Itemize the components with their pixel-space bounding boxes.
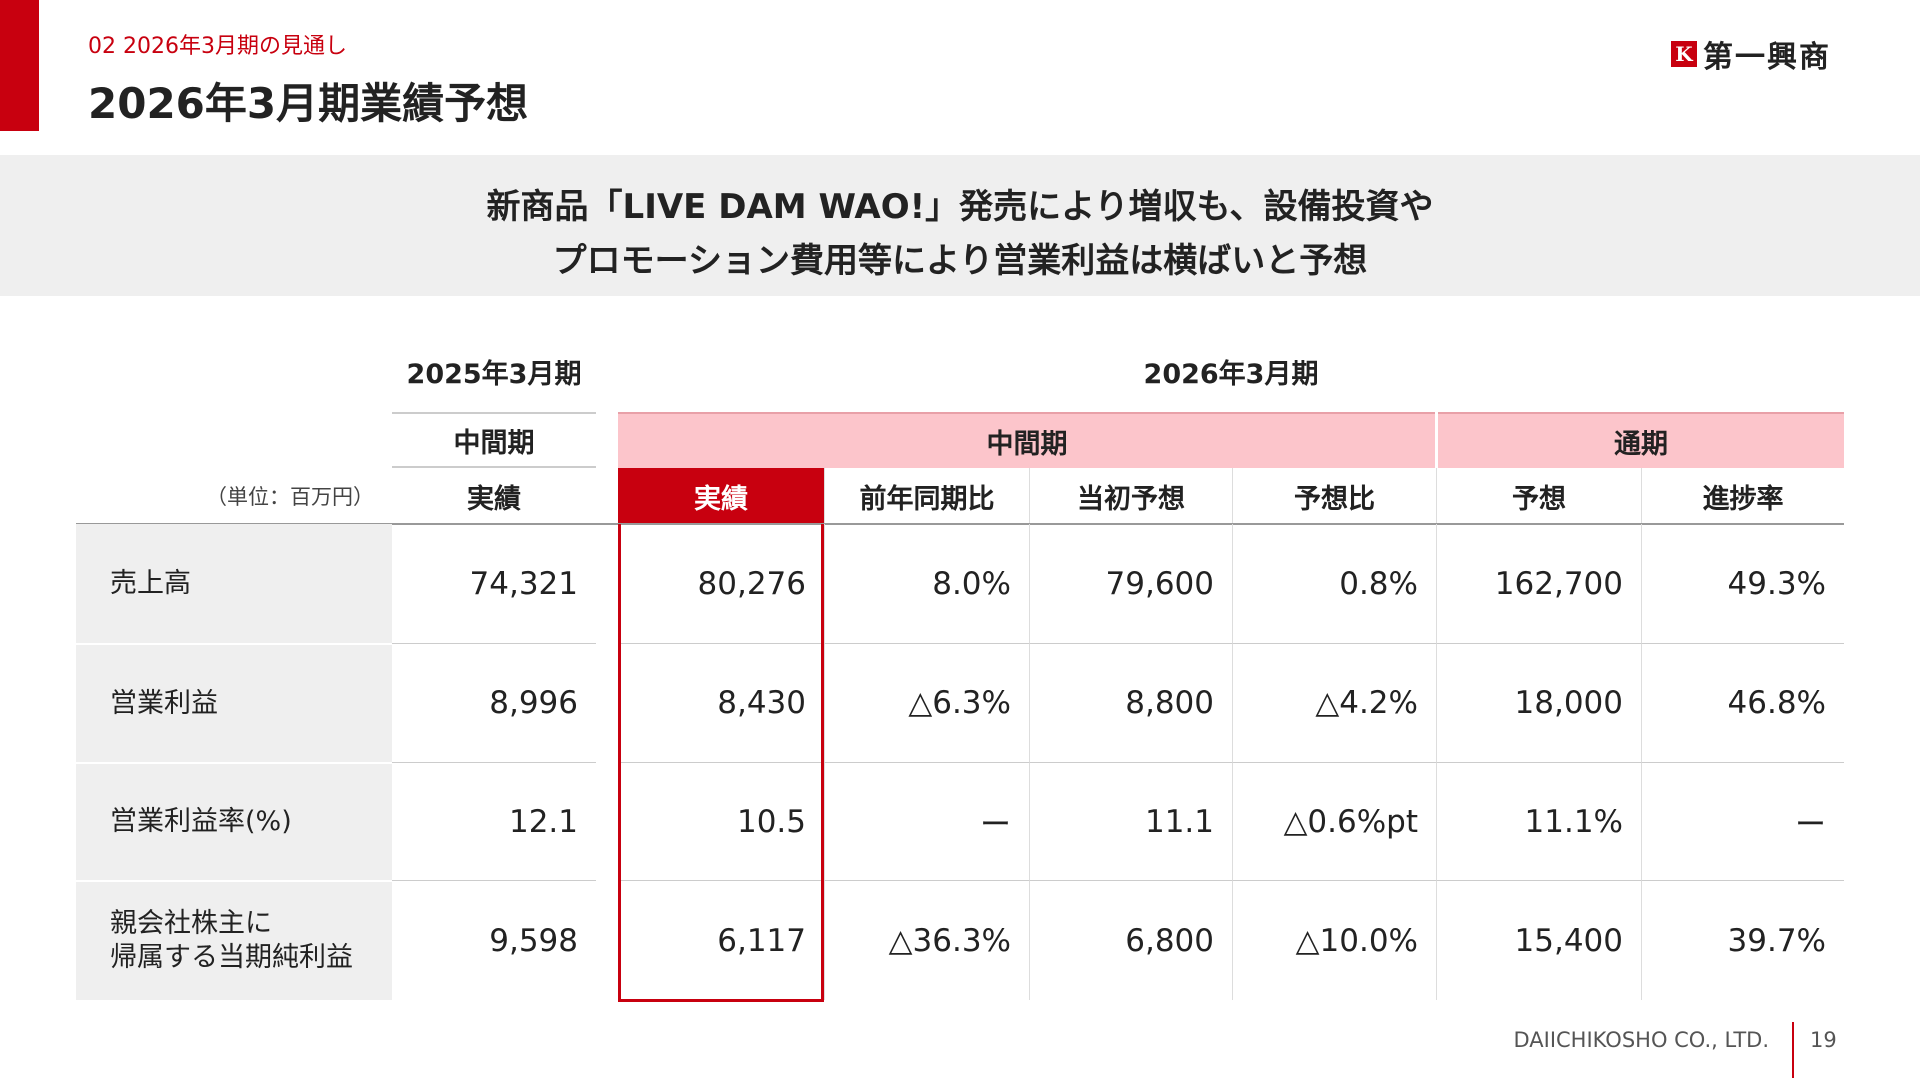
row-label: 親会社株主に 帰属する当期純利益 bbox=[76, 880, 392, 1000]
table-cell: 11.1% bbox=[1436, 762, 1641, 880]
group-header: 中間期 bbox=[618, 412, 1436, 468]
table-cell: 74,321 bbox=[469, 565, 578, 602]
row-label-line: 親会社株主に bbox=[110, 908, 272, 940]
section-label: 02 2026年3月期の見通し bbox=[88, 34, 347, 59]
row-label-line: 帰属する当期純利益 bbox=[110, 942, 353, 973]
logo: K 第一興商 bbox=[1671, 32, 1831, 76]
table-cell: △36.3% bbox=[824, 880, 1029, 1000]
table-cell: 11.1 bbox=[1029, 762, 1232, 880]
table-cell: 49.3% bbox=[1641, 524, 1844, 643]
accent-bar bbox=[0, 0, 39, 131]
unit-label: （単位：百万円） bbox=[206, 485, 374, 509]
column-header: 実績 bbox=[467, 483, 521, 515]
row-label: 売上高 bbox=[76, 524, 392, 643]
page-title: 2026年3月期業績予想 bbox=[88, 79, 529, 128]
table-cell: 39.7% bbox=[1641, 880, 1844, 1000]
header-rule bbox=[76, 523, 1844, 525]
logo-icon: K bbox=[1671, 41, 1697, 67]
logo-text: 第一興商 bbox=[1703, 40, 1831, 75]
group-divider bbox=[1435, 412, 1438, 468]
table-cell: 8,800 bbox=[1029, 643, 1232, 762]
period-header: 2025年3月期 bbox=[406, 358, 582, 390]
table-cell: △0.6%pt bbox=[1232, 762, 1436, 880]
period-header: 2026年3月期 bbox=[1143, 358, 1319, 390]
table-cell: ー bbox=[824, 762, 1029, 880]
column-header: 実績 bbox=[618, 468, 824, 524]
column-header: 当初予想 bbox=[1029, 468, 1232, 524]
table-cell: 10.5 bbox=[618, 762, 824, 880]
row-label-line: 売上高 bbox=[110, 567, 191, 599]
group-header: 中間期 bbox=[392, 412, 596, 468]
summary-line: 新商品「LIVE DAM WAO!」発売により増収も、設備投資や bbox=[486, 187, 1434, 227]
column-header: 前年同期比 bbox=[824, 468, 1029, 524]
table-cell: 79,600 bbox=[1029, 524, 1232, 643]
row-label-line: 営業利益 bbox=[110, 687, 218, 719]
row-label-line: 営業利益率(%) bbox=[110, 806, 292, 838]
table-cell: 9,598 bbox=[392, 880, 596, 1000]
table-cell: 18,000 bbox=[1436, 643, 1641, 762]
group-header: 通期 bbox=[1438, 412, 1844, 468]
table-cell: 162,700 bbox=[1436, 524, 1641, 643]
table-cell: △10.0% bbox=[1232, 880, 1436, 1000]
table-cell: △6.3% bbox=[824, 643, 1029, 762]
row-label: 営業利益率(%) bbox=[76, 762, 392, 880]
footer-company: DAIICHIKOSHO CO., LTD. bbox=[1513, 1028, 1769, 1052]
table-cell: ー bbox=[1641, 762, 1844, 880]
table-cell: 6,800 bbox=[1029, 880, 1232, 1000]
column-header: 予想比 bbox=[1232, 468, 1436, 524]
table-cell: 8.0% bbox=[824, 524, 1029, 643]
table-cell: 8,430 bbox=[618, 643, 824, 762]
table-cell: 0.8% bbox=[1232, 524, 1436, 643]
column-header: 進捗率 bbox=[1641, 468, 1844, 524]
summary-line: プロモーション費用等により営業利益は横ばいと予想 bbox=[552, 241, 1368, 281]
table-cell: 46.8% bbox=[1641, 643, 1844, 762]
table-cell: 80,276 bbox=[697, 565, 806, 602]
highlight-frame bbox=[618, 524, 824, 1002]
column-header: 予想 bbox=[1436, 468, 1641, 524]
summary-band: 新商品「LIVE DAM WAO!」発売により増収も、設備投資や プロモーション… bbox=[0, 155, 1920, 296]
table-cell: 12.1 bbox=[392, 762, 596, 880]
table-cell: 15,400 bbox=[1436, 880, 1641, 1000]
footer-divider bbox=[1792, 1022, 1794, 1078]
footer-page: 19 bbox=[1810, 1028, 1837, 1052]
table-cell: △4.2% bbox=[1232, 643, 1436, 762]
row-label: 営業利益 bbox=[76, 643, 392, 762]
table-cell: 6,117 bbox=[618, 880, 824, 1000]
table-cell: 8,996 bbox=[392, 643, 596, 762]
